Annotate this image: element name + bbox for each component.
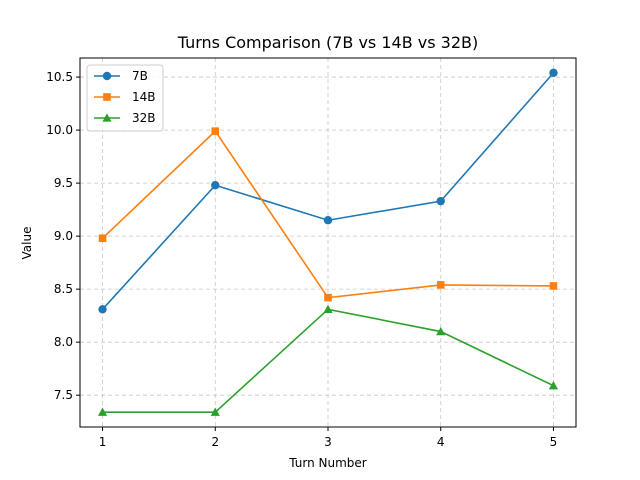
y-axis-label: Value [20, 227, 34, 260]
x-axis-label: Turn Number [288, 456, 367, 470]
series-layer [97, 68, 559, 416]
grid [80, 58, 576, 427]
y-tick-label: 7.5 [54, 388, 73, 402]
y-tick-label: 8.5 [54, 282, 73, 296]
data-point-14b [98, 234, 107, 243]
legend-label-7b: 7B [132, 69, 148, 83]
legend-label-32b: 32B [132, 111, 156, 125]
y-tick-label: 8.0 [54, 335, 73, 349]
axes: 1 2 3 4 5 7.5 8.0 8.5 9.0 9.5 10.0 10.5 [46, 57, 577, 449]
data-point-32b [323, 304, 333, 313]
data-point-32b [436, 326, 446, 336]
x-tick-label: 3 [324, 435, 332, 449]
y-tick-label: 10.0 [46, 123, 73, 137]
x-tick-label: 5 [550, 435, 558, 449]
data-point-32b [548, 381, 559, 390]
data-point-32b [97, 407, 108, 416]
y-tick-label: 10.5 [46, 70, 73, 84]
data-point-7b [436, 196, 445, 206]
legend-marker-7b [102, 71, 112, 81]
data-point-7b [323, 216, 333, 225]
data-point-7b [549, 68, 558, 78]
x-tick-label: 1 [99, 435, 107, 449]
x-tick-label: 2 [211, 435, 219, 449]
data-point-7b [211, 181, 220, 190]
legend: 7B 14B 32B [86, 64, 164, 132]
data-point-7b [98, 305, 107, 314]
legend-label-14b: 14B [132, 90, 156, 104]
x-tick-label: 4 [437, 435, 445, 449]
legend-marker-14b [103, 93, 111, 101]
legend-marker-32b [102, 113, 112, 122]
data-point-14b [436, 281, 445, 289]
data-point-14b [324, 293, 332, 302]
y-tick-label: 9.5 [54, 176, 73, 190]
y-tick-label: 9.0 [54, 229, 73, 243]
data-point-14b [549, 282, 558, 290]
data-point-32b [210, 407, 220, 416]
data-point-14b [211, 127, 220, 135]
legend-box [86, 64, 164, 132]
chart-title: Turns Comparison (7B vs 14B vs 32B) [177, 33, 479, 52]
